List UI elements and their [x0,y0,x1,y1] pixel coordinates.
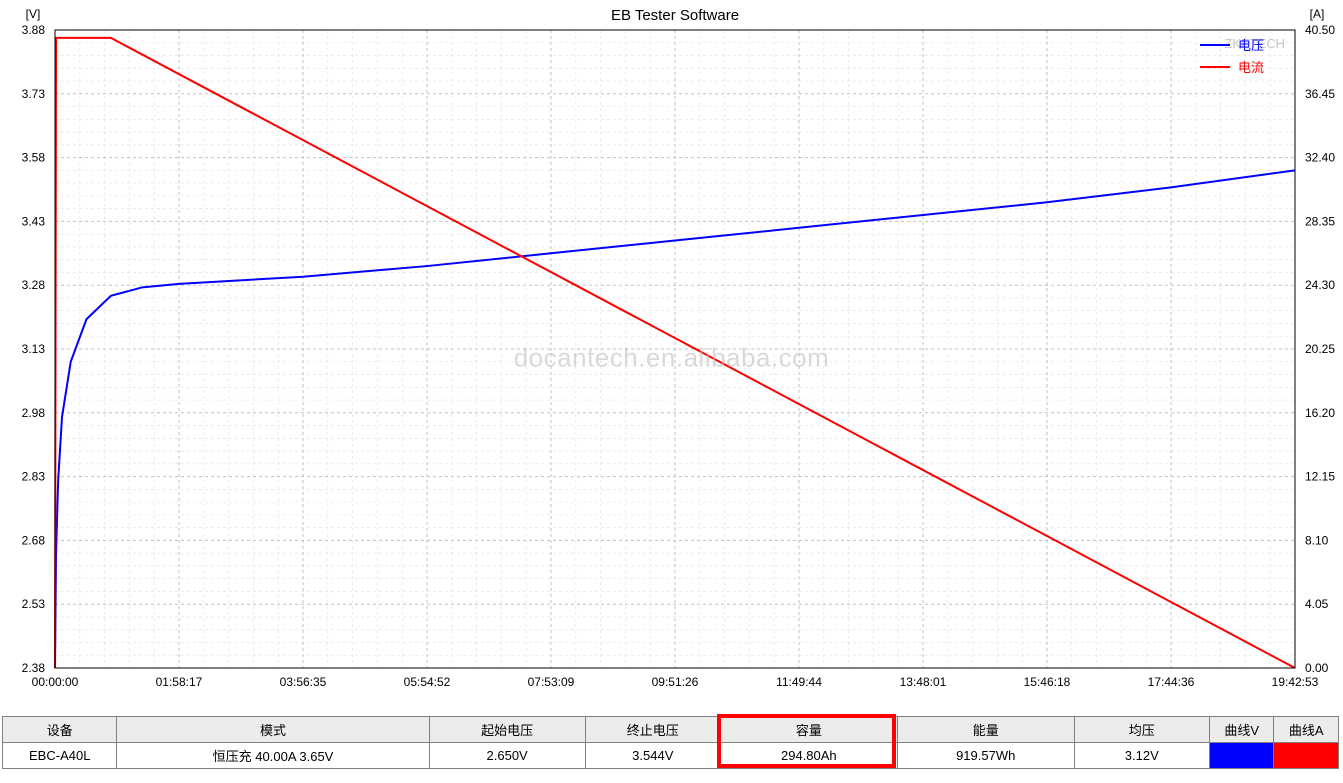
svg-text:12.15: 12.15 [1305,470,1335,484]
cell-curvea-swatch [1274,743,1339,769]
svg-text:电压: 电压 [1238,38,1264,53]
header-device: 设备 [3,717,117,743]
svg-text:2.68: 2.68 [22,533,46,547]
svg-text:2.83: 2.83 [22,470,46,484]
cell-energy: 919.57Wh [897,743,1074,769]
svg-text:2.98: 2.98 [22,406,46,420]
svg-text:24.30: 24.30 [1305,278,1335,292]
header-curvev: 曲线V [1209,717,1274,743]
svg-text:3.28: 3.28 [22,278,46,292]
svg-text:3.43: 3.43 [22,214,46,228]
cell-avgv: 3.12V [1074,743,1209,769]
svg-text:40.50: 40.50 [1305,23,1335,37]
svg-text:19:42:53: 19:42:53 [1272,675,1319,689]
table-row: EBC-A40L 恒压充 40.00A 3.65V 2.650V 3.544V … [3,743,1339,769]
header-avgv: 均压 [1074,717,1209,743]
svg-text:36.45: 36.45 [1305,87,1335,101]
svg-text:09:51:26: 09:51:26 [652,675,699,689]
svg-text:01:58:17: 01:58:17 [156,675,203,689]
header-energy: 能量 [897,717,1074,743]
svg-text:EB Tester Software: EB Tester Software [611,7,739,24]
cell-capacity: 294.80Ah [720,743,897,769]
svg-text:32.40: 32.40 [1305,151,1335,165]
svg-text:8.10: 8.10 [1305,533,1329,547]
svg-text:3.88: 3.88 [22,23,46,37]
svg-text:07:53:09: 07:53:09 [528,675,575,689]
svg-text:电流: 电流 [1238,60,1264,75]
svg-text:3.13: 3.13 [22,342,46,356]
svg-text:2.38: 2.38 [22,661,46,675]
cell-endv: 3.544V [585,743,720,769]
svg-text:16.20: 16.20 [1305,406,1335,420]
cell-device: EBC-A40L [3,743,117,769]
header-capacity: 容量 [720,717,897,743]
header-endv: 终止电压 [585,717,720,743]
data-table: 设备 模式 起始电压 终止电压 容量 能量 均压 曲线V 曲线A EBC-A40… [2,716,1339,769]
svg-text:[A]: [A] [1310,7,1325,21]
svg-text:4.05: 4.05 [1305,597,1329,611]
chart-svg: 00:00:00 01:58:17 03:56:35 05:54:52 07:53:09… [0,0,1343,715]
svg-text:13:48:01: 13:48:01 [900,675,947,689]
svg-text:03:56:35: 03:56:35 [280,675,327,689]
header-startv: 起始电压 [429,717,585,743]
svg-text:15:46:18: 15:46:18 [1024,675,1071,689]
svg-text:11:49:44: 11:49:44 [776,675,822,689]
cell-mode: 恒压充 40.00A 3.65V [117,743,429,769]
header-curvea: 曲线A [1274,717,1339,743]
svg-text:2.53: 2.53 [22,597,46,611]
svg-text:28.35: 28.35 [1305,214,1335,228]
chart-container: 00:00:00 01:58:17 03:56:35 05:54:52 07:53:09… [0,0,1343,715]
cell-startv: 2.650V [429,743,585,769]
svg-text:05:54:52: 05:54:52 [404,675,451,689]
table-header-row: 设备 模式 起始电压 终止电压 容量 能量 均压 曲线V 曲线A [3,717,1339,743]
data-table-container: 设备 模式 起始电压 终止电压 容量 能量 均压 曲线V 曲线A EBC-A40… [2,716,1339,769]
svg-text:00:00:00: 00:00:00 [32,675,79,689]
svg-text:[V]: [V] [26,7,41,21]
svg-text:17:44:36: 17:44:36 [1148,675,1195,689]
cell-curvev-swatch [1209,743,1274,769]
svg-text:3.73: 3.73 [22,87,46,101]
svg-text:3.58: 3.58 [22,151,46,165]
header-mode: 模式 [117,717,429,743]
svg-text:20.25: 20.25 [1305,342,1335,356]
svg-text:0.00: 0.00 [1305,661,1329,675]
